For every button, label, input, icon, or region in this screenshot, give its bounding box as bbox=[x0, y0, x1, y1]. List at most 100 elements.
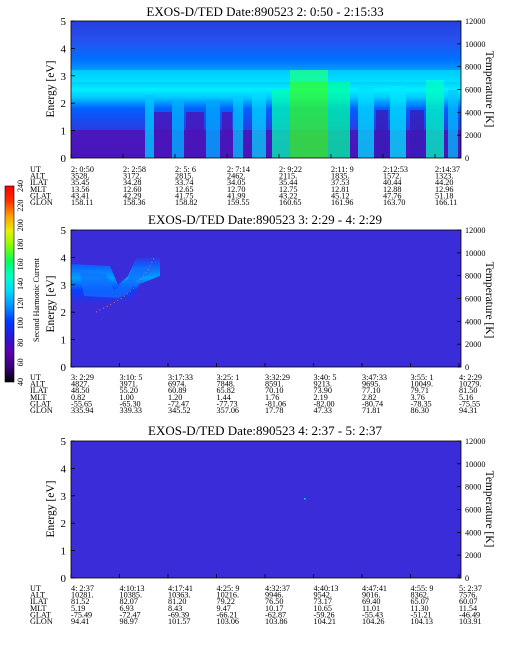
table-cell: -66.21 bbox=[217, 610, 238, 619]
y2-tick-label: 4000 bbox=[465, 108, 481, 117]
table-cell: 34.28 bbox=[123, 178, 141, 187]
table-row-label: UT bbox=[30, 165, 41, 174]
table-cell: 86.30 bbox=[411, 406, 429, 415]
table-row-label: MLT bbox=[30, 604, 47, 613]
table-cell: 158.36 bbox=[123, 198, 146, 207]
table-cell: 7576. bbox=[459, 591, 477, 600]
table-cell: 60.07 bbox=[459, 597, 477, 606]
table-cell: -55.43 bbox=[362, 610, 383, 619]
table-cell: 8591. bbox=[265, 380, 283, 389]
table-row-label: GLON bbox=[30, 406, 53, 415]
panel-1-stripe bbox=[390, 86, 406, 158]
table-cell: 82.07 bbox=[120, 597, 138, 606]
panel-1-gap bbox=[376, 110, 388, 158]
panel-1-gap bbox=[222, 112, 232, 158]
panel-3-y2label: Temperature [K] bbox=[483, 471, 495, 548]
table-cell: 70.10 bbox=[265, 386, 283, 395]
table-cell: 45.12 bbox=[331, 191, 349, 200]
y-tick-label: 5 bbox=[61, 436, 67, 448]
table-cell: 8.43 bbox=[168, 604, 182, 613]
table-cell: 77.10 bbox=[362, 386, 380, 395]
y2-tick-label: 8000 bbox=[465, 483, 481, 492]
table-cell: 3:17:33 bbox=[168, 373, 193, 382]
table-cell: 73.90 bbox=[314, 386, 332, 395]
y2-tick-label: 0 bbox=[465, 363, 469, 372]
table-cell: 2: 7:14 bbox=[227, 165, 250, 174]
table-cell: 2115. bbox=[279, 172, 297, 181]
table-cell: 335.94 bbox=[71, 406, 94, 415]
table-cell: 48.50 bbox=[71, 386, 89, 395]
table-cell: 10385. bbox=[120, 591, 143, 600]
table-cell: 1.00 bbox=[120, 393, 134, 402]
table-cell: -72.47 bbox=[120, 610, 141, 619]
table-cell: -65.30 bbox=[120, 399, 141, 408]
table-cell: -55.65 bbox=[71, 399, 92, 408]
y2-tick-label: 0 bbox=[465, 574, 469, 583]
table-cell: -81.06 bbox=[265, 399, 286, 408]
table-cell: 60.89 bbox=[168, 386, 186, 395]
table-cell: 10216. bbox=[217, 591, 240, 600]
panel-2-background bbox=[71, 230, 461, 367]
y-tick-label: 5 bbox=[61, 16, 67, 28]
table-cell: 163.70 bbox=[383, 198, 406, 207]
colorbar-tick-label: 120 bbox=[16, 298, 25, 310]
table-cell: 160.65 bbox=[279, 198, 302, 207]
table-cell: 42.29 bbox=[123, 191, 141, 200]
table-cell: 3:55: 1 bbox=[411, 373, 434, 382]
table-cell: 5.16 bbox=[459, 393, 473, 402]
table-cell: 4:40:13 bbox=[314, 584, 339, 593]
panel-3-axes: 0 1 2 3 4 5 0 2000 4000 6000 8000 10000 12000 bbox=[61, 436, 486, 585]
panel-1-stripe bbox=[448, 90, 458, 158]
panel-1-stripe bbox=[172, 100, 184, 158]
y2-tick-label: 10000 bbox=[465, 460, 485, 469]
table-cell: 10049. bbox=[411, 380, 434, 389]
table-cell: 12.81 bbox=[331, 185, 349, 194]
y-tick-label: 3 bbox=[61, 491, 67, 503]
y2-tick-label: 12000 bbox=[465, 437, 485, 446]
table-cell: -62.87 bbox=[265, 610, 286, 619]
table-cell: 3: 2:29 bbox=[71, 373, 94, 382]
table-cell: 81.52 bbox=[71, 597, 89, 606]
table-cell: 35.44 bbox=[279, 178, 297, 187]
table-cell: 7848. bbox=[217, 380, 235, 389]
table-cell: 76.50 bbox=[265, 597, 283, 606]
table-row-label: MLT bbox=[30, 185, 47, 194]
table-cell: 159.55 bbox=[227, 198, 250, 207]
table-cell: 94.41 bbox=[71, 617, 89, 626]
table-cell: 3172. bbox=[123, 172, 141, 181]
panel-1-plot bbox=[71, 21, 461, 158]
table-cell: 1835. bbox=[331, 172, 349, 181]
y-tick-label: 3 bbox=[61, 71, 67, 83]
table-cell: 12.75 bbox=[279, 185, 297, 194]
y-tick-label: 4 bbox=[61, 463, 67, 475]
y2-tick-label: 4000 bbox=[465, 317, 481, 326]
table-cell: 43.41 bbox=[71, 191, 89, 200]
table-row-label: GLON bbox=[30, 198, 53, 207]
table-cell: 2: 5: 6 bbox=[175, 165, 196, 174]
colorbar-tick-label: 180 bbox=[16, 239, 25, 251]
table-cell: 0.82 bbox=[71, 393, 85, 402]
table-cell: 4: 2:37 bbox=[71, 584, 94, 593]
table-cell: 9.47 bbox=[217, 604, 231, 613]
table-cell: 2:12:53 bbox=[383, 165, 408, 174]
table-row-label: ILAT bbox=[30, 386, 48, 395]
table-cell: 2:14:37 bbox=[435, 165, 460, 174]
colorbar-tick-label: 140 bbox=[16, 278, 25, 290]
table-cell: 3.76 bbox=[411, 393, 425, 402]
table-cell: 4: 2:29 bbox=[459, 373, 482, 382]
table-cell: 5.19 bbox=[71, 604, 85, 613]
y-tick-label: 4 bbox=[61, 43, 67, 55]
y2-tick-label: 8000 bbox=[465, 272, 481, 281]
table-cell: 3971. bbox=[120, 380, 138, 389]
y2-tick-label: 4000 bbox=[465, 528, 481, 537]
table-cell: -46.49 bbox=[459, 610, 480, 619]
table-cell: 2.19 bbox=[314, 393, 328, 402]
table-cell: 9016. bbox=[362, 591, 380, 600]
table-cell: 17.78 bbox=[265, 406, 283, 415]
table-cell: 2: 0:50 bbox=[71, 165, 94, 174]
table-cell: 104.21 bbox=[314, 617, 337, 626]
panel-2-plot bbox=[71, 230, 461, 367]
table-cell: 1.20 bbox=[168, 393, 182, 402]
y2-tick-label: 6000 bbox=[465, 86, 481, 95]
